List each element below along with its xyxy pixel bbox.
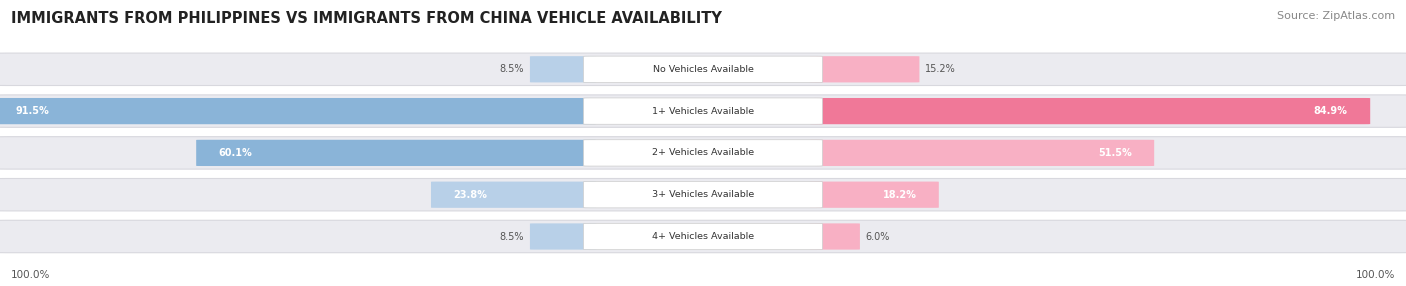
Text: 8.5%: 8.5% — [499, 64, 524, 74]
Text: 3+ Vehicles Available: 3+ Vehicles Available — [652, 190, 754, 199]
FancyBboxPatch shape — [583, 182, 823, 208]
FancyBboxPatch shape — [583, 98, 823, 124]
FancyBboxPatch shape — [810, 98, 1371, 124]
Text: 2+ Vehicles Available: 2+ Vehicles Available — [652, 148, 754, 157]
FancyBboxPatch shape — [810, 223, 860, 250]
Text: 18.2%: 18.2% — [883, 190, 917, 200]
Text: No Vehicles Available: No Vehicles Available — [652, 65, 754, 74]
Text: 100.0%: 100.0% — [1355, 270, 1395, 280]
FancyBboxPatch shape — [530, 223, 596, 250]
Text: 60.1%: 60.1% — [219, 148, 253, 158]
FancyBboxPatch shape — [0, 137, 1406, 169]
FancyBboxPatch shape — [0, 53, 1406, 86]
FancyBboxPatch shape — [583, 56, 823, 82]
Text: 15.2%: 15.2% — [925, 64, 956, 74]
Text: 84.9%: 84.9% — [1313, 106, 1348, 116]
Text: 6.0%: 6.0% — [866, 231, 890, 241]
FancyBboxPatch shape — [583, 223, 823, 250]
Text: 8.5%: 8.5% — [499, 231, 524, 241]
Text: 4+ Vehicles Available: 4+ Vehicles Available — [652, 232, 754, 241]
FancyBboxPatch shape — [810, 140, 1154, 166]
Text: Source: ZipAtlas.com: Source: ZipAtlas.com — [1277, 11, 1395, 21]
FancyBboxPatch shape — [0, 220, 1406, 253]
FancyBboxPatch shape — [583, 140, 823, 166]
Text: IMMIGRANTS FROM PHILIPPINES VS IMMIGRANTS FROM CHINA VEHICLE AVAILABILITY: IMMIGRANTS FROM PHILIPPINES VS IMMIGRANT… — [11, 11, 723, 26]
FancyBboxPatch shape — [530, 56, 596, 82]
FancyBboxPatch shape — [0, 178, 1406, 211]
FancyBboxPatch shape — [810, 182, 939, 208]
Text: 23.8%: 23.8% — [454, 190, 488, 200]
Text: 51.5%: 51.5% — [1098, 148, 1132, 158]
FancyBboxPatch shape — [432, 182, 596, 208]
FancyBboxPatch shape — [810, 56, 920, 82]
Text: 1+ Vehicles Available: 1+ Vehicles Available — [652, 107, 754, 116]
Text: 91.5%: 91.5% — [15, 106, 49, 116]
FancyBboxPatch shape — [197, 140, 596, 166]
Text: 100.0%: 100.0% — [11, 270, 51, 280]
FancyBboxPatch shape — [0, 95, 1406, 127]
FancyBboxPatch shape — [0, 98, 596, 124]
